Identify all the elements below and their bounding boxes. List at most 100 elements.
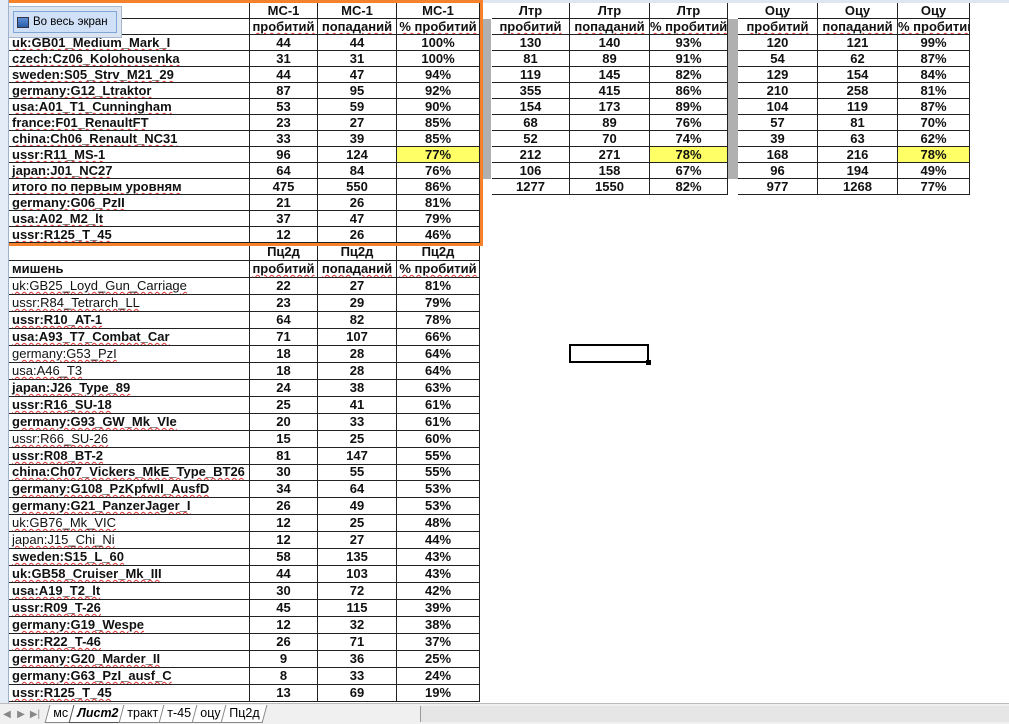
group-header[interactable]: МС-1: [250, 3, 318, 19]
data-cell[interactable]: 977: [738, 179, 818, 195]
data-cell[interactable]: 135: [318, 549, 397, 566]
data-cell[interactable]: 25: [318, 515, 397, 532]
data-cell[interactable]: 415: [570, 83, 650, 99]
data-cell[interactable]: 33: [250, 131, 318, 147]
data-cell[interactable]: 52: [492, 131, 570, 147]
group-header[interactable]: Оцу: [818, 3, 898, 19]
data-cell[interactable]: 8: [250, 668, 318, 685]
data-cell[interactable]: 44: [318, 35, 397, 51]
data-cell[interactable]: 96: [250, 147, 318, 163]
group-header[interactable]: Пц2д: [397, 244, 480, 261]
data-cell[interactable]: 43%: [397, 549, 480, 566]
data-cell[interactable]: 27: [318, 532, 397, 549]
data-cell[interactable]: 96: [738, 163, 818, 179]
data-cell[interactable]: 55%: [397, 464, 480, 481]
row-label[interactable]: ussr:R22_T-46: [8, 634, 250, 651]
data-cell[interactable]: 91%: [650, 51, 728, 67]
header-empty[interactable]: [8, 3, 250, 19]
data-cell[interactable]: 106: [492, 163, 570, 179]
data-cell[interactable]: 475: [250, 179, 318, 195]
data-cell[interactable]: 64: [318, 481, 397, 498]
data-cell[interactable]: 34: [250, 481, 318, 498]
next-sheet-icon[interactable]: ▶: [17, 708, 25, 720]
data-cell[interactable]: 86%: [397, 179, 480, 195]
data-cell[interactable]: 147: [318, 448, 397, 465]
data-cell[interactable]: 81%: [397, 195, 480, 211]
data-cell[interactable]: 15: [250, 431, 318, 448]
data-cell[interactable]: 23: [250, 295, 318, 312]
data-cell[interactable]: 53%: [397, 481, 480, 498]
data-cell[interactable]: 100%: [397, 35, 480, 51]
row-label[interactable]: ussr:R125_T_45: [8, 685, 250, 702]
data-cell[interactable]: 95: [318, 83, 397, 99]
data-cell[interactable]: 47: [318, 211, 397, 227]
data-cell[interactable]: 89: [570, 51, 650, 67]
row-label[interactable]: uk:GB76_Mk_VIC: [8, 515, 250, 532]
data-cell[interactable]: 64: [250, 163, 318, 179]
data-cell[interactable]: 44: [250, 67, 318, 83]
data-cell[interactable]: 31: [318, 51, 397, 67]
data-cell[interactable]: 103: [318, 566, 397, 583]
data-cell[interactable]: 67%: [650, 163, 728, 179]
row-label[interactable]: sweden:S05_Strv_M21_29: [8, 67, 250, 83]
data-cell[interactable]: 28: [318, 363, 397, 380]
data-cell[interactable]: 87%: [898, 99, 970, 115]
data-cell[interactable]: 29: [318, 295, 397, 312]
data-cell[interactable]: 33: [318, 414, 397, 431]
data-cell[interactable]: 59: [318, 99, 397, 115]
data-cell[interactable]: 99%: [898, 35, 970, 51]
data-cell[interactable]: 12: [250, 532, 318, 549]
data-cell[interactable]: 87%: [898, 51, 970, 67]
data-cell[interactable]: 79%: [397, 211, 480, 227]
data-cell[interactable]: 46%: [397, 227, 480, 243]
data-cell[interactable]: 120: [738, 35, 818, 51]
data-cell[interactable]: 77%: [898, 179, 970, 195]
selected-cell[interactable]: [569, 344, 651, 365]
data-cell[interactable]: 90%: [397, 99, 480, 115]
data-cell[interactable]: 19%: [397, 685, 480, 702]
row-label[interactable]: germany:G63_PzI_ausf_C: [8, 668, 250, 685]
data-cell[interactable]: 37%: [397, 634, 480, 651]
data-cell[interactable]: 12: [250, 515, 318, 532]
data-cell[interactable]: 55: [318, 464, 397, 481]
row-label[interactable]: ussr:R16_SU-18: [8, 397, 250, 414]
data-cell[interactable]: 1550: [570, 179, 650, 195]
row-label[interactable]: ussr:R125_T_45: [8, 227, 250, 243]
row-label[interactable]: ussr:R11_MS-1: [8, 147, 250, 163]
data-cell[interactable]: 107: [318, 329, 397, 346]
row-label[interactable]: japan:J26_Type_89: [8, 380, 250, 397]
data-cell[interactable]: 212: [492, 147, 570, 163]
row-label[interactable]: germany:G21_PanzerJager_I: [8, 498, 250, 515]
data-cell[interactable]: 41: [318, 397, 397, 414]
data-cell[interactable]: 154: [818, 67, 898, 83]
data-cell[interactable]: 49: [318, 498, 397, 515]
column-headers[interactable]: [0, 0, 1009, 3]
data-cell[interactable]: 84: [318, 163, 397, 179]
row-label[interactable]: czech:Cz06_Kolohousenka: [8, 51, 250, 67]
data-cell[interactable]: 39: [738, 131, 818, 147]
data-cell[interactable]: 44: [250, 35, 318, 51]
data-cell[interactable]: 48%: [397, 515, 480, 532]
column-header[interactable]: % пробитий: [898, 19, 970, 35]
data-cell[interactable]: 84%: [898, 67, 970, 83]
data-cell[interactable]: 28: [318, 346, 397, 363]
data-cell[interactable]: 70: [570, 131, 650, 147]
data-cell[interactable]: 92%: [397, 83, 480, 99]
data-cell[interactable]: 27: [318, 115, 397, 131]
row-label[interactable]: japan:J01_NC27: [8, 163, 250, 179]
row-label[interactable]: usa:A02_M2_lt: [8, 211, 250, 227]
data-cell[interactable]: 154: [492, 99, 570, 115]
data-cell[interactable]: 87: [250, 83, 318, 99]
data-cell[interactable]: 119: [492, 67, 570, 83]
row-label[interactable]: germany:G53_PzI: [8, 346, 250, 363]
row-label[interactable]: usa:A19_T2_lt: [8, 583, 250, 600]
row-label[interactable]: france:F01_RenaultFT: [8, 115, 250, 131]
data-cell[interactable]: 36: [318, 651, 397, 668]
data-cell[interactable]: 39%: [397, 600, 480, 617]
data-cell[interactable]: 79%: [397, 295, 480, 312]
data-cell[interactable]: 271: [570, 147, 650, 163]
data-cell[interactable]: 44%: [397, 532, 480, 549]
first-sheet-icon[interactable]: ◀: [3, 708, 11, 720]
group-header[interactable]: Оцу: [738, 3, 818, 19]
data-cell[interactable]: 9: [250, 651, 318, 668]
